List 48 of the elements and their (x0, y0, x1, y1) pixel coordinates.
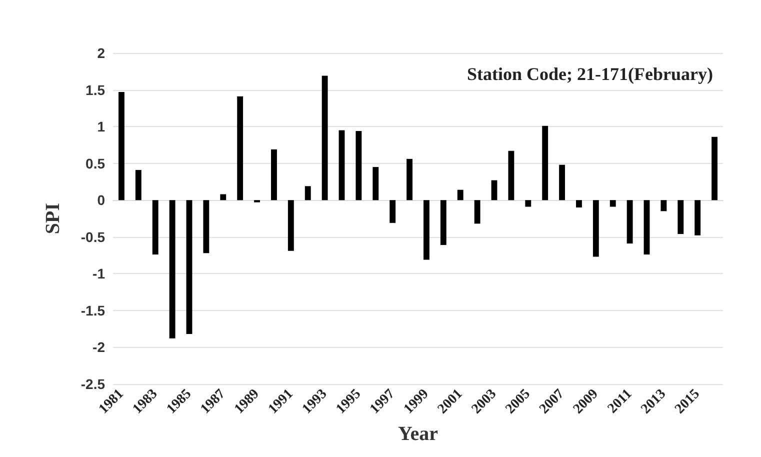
bar (610, 200, 616, 207)
bar (372, 167, 379, 200)
bar (542, 126, 548, 200)
bar (678, 200, 684, 234)
bar (186, 200, 192, 334)
bar (203, 200, 210, 254)
bar (288, 200, 294, 251)
bar (406, 158, 412, 200)
y-tick-label: 0.5 (86, 155, 106, 172)
bar (220, 194, 226, 200)
bar (491, 180, 498, 200)
bar (525, 200, 532, 207)
bar (356, 130, 362, 200)
bar (626, 200, 633, 244)
bar (424, 200, 430, 260)
bar (576, 200, 582, 208)
y-tick-label: -2 (92, 339, 106, 356)
y-tick-label: -2.5 (80, 376, 106, 392)
y-tick-label: 0 (97, 192, 106, 208)
bar (169, 200, 176, 338)
bar (644, 200, 650, 255)
bar (508, 150, 514, 200)
bar (440, 200, 446, 245)
bar (338, 130, 345, 200)
text: Station Code; 21-171(February) (467, 64, 714, 84)
bar (237, 96, 244, 200)
bar (271, 149, 277, 200)
bar (390, 200, 396, 223)
y-tick-label: -1 (92, 266, 106, 282)
bar (474, 200, 480, 224)
bar (457, 190, 464, 200)
bar (322, 76, 328, 200)
bar (118, 92, 124, 200)
bar (592, 200, 599, 257)
y-tick-label: 2 (97, 45, 106, 61)
y-tick-label: -1.5 (80, 302, 106, 318)
y-axis-title: SPI (42, 202, 64, 234)
bar (712, 136, 718, 200)
bar (304, 186, 311, 200)
bar (559, 164, 565, 200)
bar (660, 200, 667, 212)
x-axis-title: Year (398, 423, 438, 445)
bar (135, 170, 142, 200)
y-tick-label: 1 (97, 118, 106, 135)
y-tick-label: 1.5 (86, 82, 106, 98)
bar (152, 200, 158, 255)
bar (694, 200, 701, 236)
y-tick-label: -0.5 (80, 228, 106, 245)
